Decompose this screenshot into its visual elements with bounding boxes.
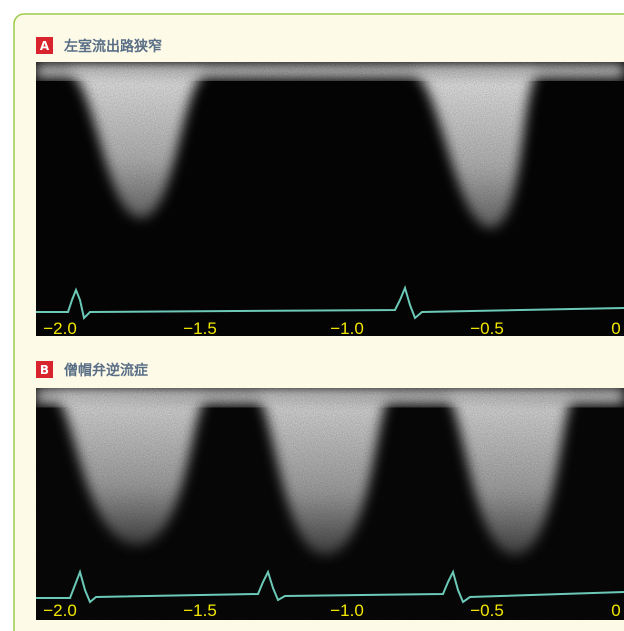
axis-label: −1.5 (183, 319, 217, 338)
doppler-image (36, 388, 624, 620)
panel-title: 左室流出路狭窄 (63, 38, 162, 55)
axis-label: −0.5 (470, 319, 504, 338)
axis-label: −1.5 (183, 601, 217, 620)
panel-title: 僧帽弁逆流症 (64, 362, 148, 379)
panel-label: B (40, 363, 49, 377)
axis-label: −1.0 (330, 601, 364, 620)
axis-label: 0 (611, 601, 620, 620)
axis-label: −0.5 (470, 601, 504, 620)
page: A 左室流出路狭窄 −2.0 −1.5 −1.0 −0.5 0 B 僧帽弁逆流症 −2.… (0, 0, 624, 631)
doppler-image (36, 62, 624, 336)
axis-label: −2.0 (43, 319, 77, 338)
axis-label: −1.0 (330, 319, 364, 338)
axis-label: −2.0 (43, 601, 77, 620)
panel-label: A (40, 39, 50, 53)
axis-label: 0 (611, 319, 620, 338)
